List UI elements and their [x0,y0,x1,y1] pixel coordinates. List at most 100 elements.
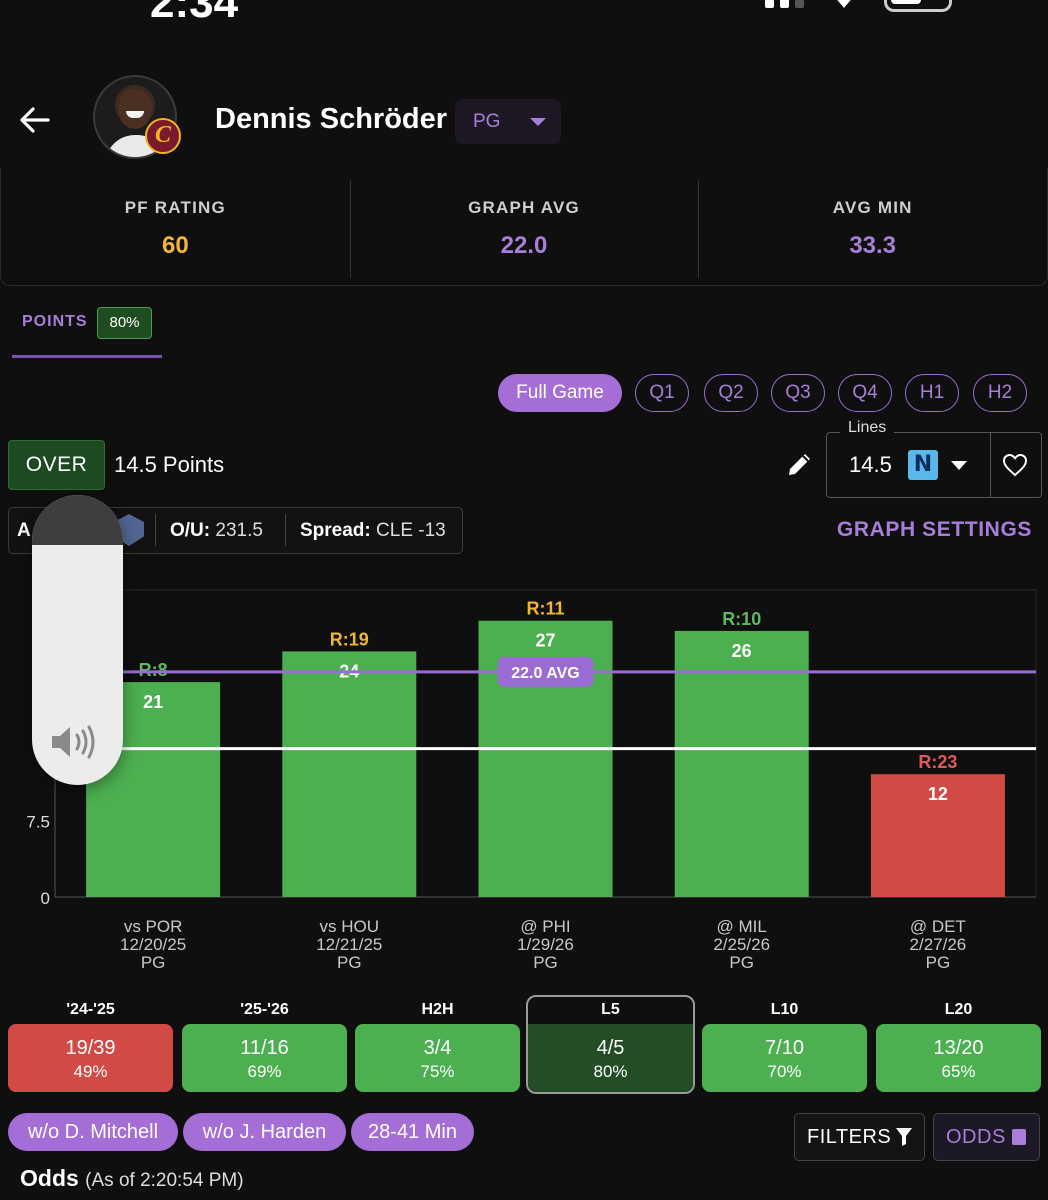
divider [285,514,286,546]
record-l5[interactable]: L5 4/5 80% [526,995,695,1094]
y-tick-label: 0 [41,889,50,908]
record-value: 4/5 [596,1037,625,1059]
bar-rank-label: R:11 [526,599,564,619]
y-tick-label: 7.5 [26,812,50,831]
x-position-label: PG [729,953,754,972]
odds-title-text: Odds [20,1165,79,1191]
chip-q4[interactable]: Q4 [838,374,892,412]
heart-icon[interactable] [1001,451,1029,479]
odds-timestamp: (As of 2:20:54 PM) [85,1170,244,1191]
stat-label: PF RATING [124,198,226,217]
tab-points[interactable]: POINTS [22,313,88,330]
chip-h1[interactable]: H1 [905,374,959,412]
record-pct: 80% [593,1062,628,1081]
spread-label: Spread: [300,520,371,541]
over-under: O/U: 231.5 [170,520,263,542]
bar-rank-label: R:8 [139,660,168,680]
record-value: 7/10 [765,1037,804,1059]
bar-rank-label: R:23 [918,752,957,772]
hit-rate-badge: 80% [97,307,152,339]
bar-rank-label: R:19 [330,629,369,649]
status-time: 2:34 [150,0,239,27]
bar-value-label: 26 [732,641,752,661]
favorite-button[interactable] [990,432,1042,498]
record-box: 11/16 69% [182,1024,347,1092]
ou-label: O/U: [170,520,211,541]
chip-full-game[interactable]: Full Game [498,374,622,412]
x-date-label: 12/21/25 [316,935,382,954]
x-position-label: PG [926,953,951,972]
info-prefix: A [17,520,31,541]
stat-value: 33.3 [849,232,897,259]
odds-section-title: Odds (As of 2:20:54 PM) [20,1165,244,1192]
record-25-26[interactable]: '25-'26 11/16 69% [182,1000,347,1092]
average-badge [497,656,594,687]
position-value: PG [473,110,501,132]
bar-value-label: 21 [143,692,163,712]
x-category-label: vs POR [124,917,183,936]
record-value: 3/4 [423,1037,452,1059]
player-name: Dennis Schröder [215,103,448,135]
record-label: '25-'26 [240,1001,289,1018]
bar-value-label: 27 [535,631,555,651]
record-24-25[interactable]: '24-'25 19/39 49% [8,1000,173,1092]
stat-avg-min: AVG MIN 33.3 [698,168,1047,285]
x-date-label: 2/25/26 [713,935,770,954]
chip-q3[interactable]: Q3 [771,374,825,412]
battery-icon [884,0,952,12]
record-value: 13/20 [933,1037,984,1059]
chip-q1[interactable]: Q1 [635,374,689,412]
record-box: 13/20 65% [876,1024,1041,1092]
prop-line-text: 14.5 Points [114,452,225,477]
over-button[interactable]: OVER [8,440,105,490]
ou-value: 231.5 [215,520,263,541]
back-arrow-icon[interactable] [18,103,52,137]
chip-q2[interactable]: Q2 [704,374,758,412]
position-select[interactable]: PG [455,99,561,144]
filter-chip-without-harden[interactable]: w/o J. Harden [183,1113,346,1151]
x-category-label: @ PHI [520,917,570,936]
record-box: 19/39 49% [8,1024,173,1092]
spread: Spread: CLE -13 [300,520,446,542]
x-date-label: 12/20/25 [120,935,186,954]
stat-label: AVG MIN [832,198,913,217]
filter-funnel-icon [896,1128,912,1146]
record-value: 19/39 [65,1037,116,1059]
bar-value-label: 12 [928,784,948,804]
x-category-label: vs HOU [320,917,380,936]
x-category-label: @ DET [910,917,966,936]
x-position-label: PG [533,953,558,972]
x-position-label: PG [337,953,362,972]
x-position-label: PG [141,953,166,972]
sportsbook-logo-icon: N [908,450,938,480]
lines-select[interactable] [826,432,991,498]
team-logo-icon: C [145,118,181,154]
filter-chip-minutes[interactable]: 28-41 Min [351,1113,474,1151]
pencil-icon[interactable] [784,448,816,480]
stat-value: 22.0 [500,232,548,259]
filter-chip-without-mitchell[interactable]: w/o D. Mitchell [8,1113,178,1151]
tab-underline [12,355,162,358]
record-l20[interactable]: L20 13/20 65% [876,1000,1041,1092]
chevron-down-icon [530,117,547,126]
chevron-down-icon [951,461,967,470]
record-pct: 70% [767,1062,802,1081]
status-icons [765,0,952,12]
record-h2h[interactable]: H2H 3/4 75% [355,1000,520,1092]
spread-value: CLE -13 [376,520,446,541]
x-category-label: @ MIL [717,917,767,936]
record-l10[interactable]: L10 7/10 70% [702,1000,867,1092]
record-value: 11/16 [240,1037,289,1059]
chip-h2[interactable]: H2 [973,374,1027,412]
stat-graph-avg: GRAPH AVG 22.0 [349,168,699,285]
record-pct: 69% [247,1062,282,1081]
record-label: L5 [601,1001,620,1018]
lines-value: 14.5 [849,452,892,477]
record-box: 4/5 80% [528,1024,693,1092]
filters-button[interactable]: FILTERS [794,1113,925,1161]
lines-label: Lines [840,419,895,437]
divider [155,514,156,546]
record-label: H2H [421,1001,454,1018]
graph-settings-button[interactable]: GRAPH SETTINGS [836,518,1032,541]
